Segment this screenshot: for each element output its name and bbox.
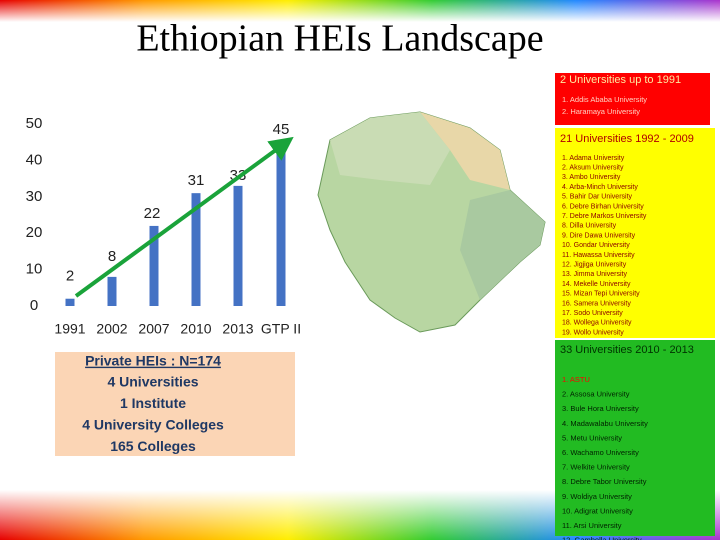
list-item: 5. Bahir Dar University: [562, 194, 633, 201]
private-box: [55, 352, 295, 456]
list-item: 9. Dire Dawa University: [562, 232, 636, 239]
map-region: [460, 190, 545, 300]
x-tick-label: 2007: [138, 321, 169, 337]
list-item: 19. Wollo University: [562, 329, 624, 336]
list-box: [555, 73, 710, 125]
x-tick-label: 2010: [180, 321, 211, 337]
list-item: 11. Arsi University: [562, 521, 622, 530]
bar: [65, 298, 75, 306]
list-item: 13. Jimma University: [562, 271, 627, 278]
list-item: 6. Debre Birhan University: [562, 203, 644, 210]
list-box: [555, 128, 715, 338]
list-item: 6. Wachamo University: [562, 448, 639, 457]
y-tick-label: 30: [26, 188, 43, 205]
list-item: 16. Samera University: [562, 300, 631, 307]
list-item: 8. Debre Tabor University: [562, 477, 647, 486]
rainbow-fade: [0, 0, 720, 22]
list-item: 4. Arba-Minch University: [562, 184, 638, 191]
data-label: 45: [273, 121, 290, 138]
x-tick-label: 2002: [96, 321, 127, 337]
list-box: [555, 340, 715, 536]
list-item: 10. Gondar University: [562, 242, 630, 249]
list-item: 7. Debre Markos University: [562, 213, 647, 220]
list-item: 12. Gambella University: [562, 536, 642, 540]
x-tick-label: GTP II: [261, 321, 301, 337]
list-item: 1. Addis Ababa University: [562, 95, 647, 104]
list-item: 8. Dilla University: [562, 223, 617, 230]
list-item: 4. Madawalabu University: [562, 419, 648, 428]
list-item: 10. Adigrat University: [562, 506, 633, 515]
list-item: 2. Haramaya University: [562, 107, 640, 116]
list-item: 14. Mekelle University: [562, 281, 631, 288]
list-item: 2. Assosa University: [562, 390, 630, 399]
list-item: 1. ASTU: [562, 375, 590, 384]
x-tick-label: 1991: [54, 321, 85, 337]
list-heading: 21 Universities 1992 - 2009: [560, 133, 694, 145]
list-item: 1. Adama University: [562, 155, 625, 162]
y-tick-label: 10: [26, 261, 43, 278]
y-tick-label: 20: [26, 224, 43, 241]
y-tick-label: 0: [30, 297, 38, 314]
data-label: 2: [66, 268, 74, 285]
list-item: 3. Ambo University: [562, 174, 621, 181]
list-item: 18. Wollega University: [562, 320, 632, 327]
list-item: 7. Welkite University: [562, 463, 630, 472]
list-item: 5. Metu University: [562, 433, 622, 442]
data-label: 22: [144, 205, 161, 222]
list-heading: 33 Universities 2010 - 2013: [560, 344, 694, 356]
list-item: 15. Mizan Tepi University: [562, 291, 640, 298]
x-tick-label: 2013: [222, 321, 253, 337]
data-label: 31: [188, 172, 205, 189]
map-region: [330, 112, 450, 185]
list-item: 2. Aksum University: [562, 165, 624, 172]
bar: [149, 225, 159, 306]
trend-arrow: [74, 136, 294, 298]
list-item: 17. Sodo University: [562, 310, 623, 317]
list-item: 11. Hawassa University: [562, 252, 635, 259]
slide-title: Ethiopian HEIs Landscape: [136, 18, 543, 60]
bar: [276, 142, 286, 306]
bar: [107, 276, 117, 306]
private-heading: Private HEIs : N=174: [85, 353, 221, 369]
list-item: 9. Woldiya University: [562, 492, 632, 501]
list-item: 3. Bule Hora University: [562, 404, 639, 413]
private-line: 4 University Colleges: [82, 417, 224, 433]
private-line: 4 Universities: [107, 374, 198, 390]
data-label: 8: [108, 248, 116, 265]
y-tick-label: 50: [26, 115, 43, 132]
bar: [191, 193, 201, 306]
list-item: 12. Jigjiga University: [562, 262, 627, 269]
map-region: [420, 112, 510, 190]
private-line: 165 Colleges: [110, 438, 196, 454]
private-line: 1 Institute: [120, 395, 186, 411]
list-heading: 2 Universities up to 1991: [560, 74, 681, 86]
bar: [233, 185, 243, 306]
y-tick-label: 40: [26, 151, 43, 168]
